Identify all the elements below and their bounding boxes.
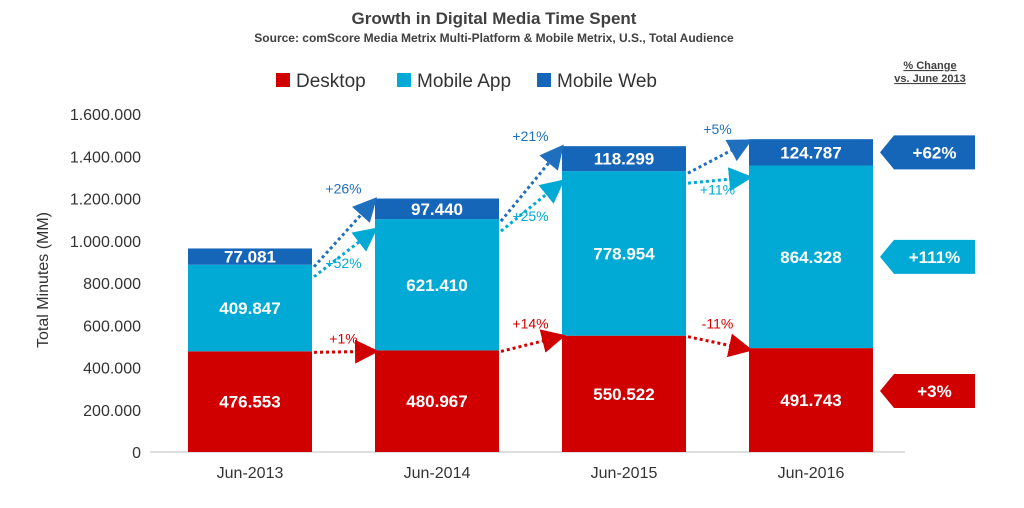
legend-label-mobile-app: Mobile App <box>417 71 511 92</box>
callout-desktop <box>880 374 975 408</box>
bar-segment-mobile-web <box>749 139 873 166</box>
y-tick-label: 1.200.000 <box>70 192 141 209</box>
y-tick-label: 400.000 <box>83 361 141 378</box>
bar-value-label: 864.328 <box>780 248 841 267</box>
y-tick-label: 0 <box>132 445 141 462</box>
legend-swatch-mobile-app <box>397 73 411 87</box>
bar-segment-desktop <box>562 335 686 452</box>
legend-label-desktop: Desktop <box>296 71 366 92</box>
x-category-label: Jun-2015 <box>591 465 658 482</box>
y-tick-label: 600.000 <box>83 318 141 335</box>
x-category-label: Jun-2016 <box>778 465 845 482</box>
callout-mobile-app <box>880 239 975 274</box>
growth-arrow <box>313 339 379 364</box>
bar-value-label: 491.743 <box>780 391 841 410</box>
y-tick-label: 1.400.000 <box>70 149 141 166</box>
y-tick-label: 800.000 <box>83 276 141 293</box>
growth-label: +14% <box>512 316 548 332</box>
bar-segment-mobile-app <box>562 171 686 336</box>
callout-label: +3% <box>917 382 952 401</box>
legend-label-mobile-web: Mobile Web <box>557 71 657 92</box>
x-category-label: Jun-2014 <box>404 465 471 482</box>
bar-value-label: 409.847 <box>219 299 280 318</box>
bar-value-label: 778.954 <box>593 244 655 263</box>
growth-arrow <box>500 179 565 233</box>
bar-value-label: 124.787 <box>780 143 841 162</box>
chart-title: Growth in Digital Media Time Spent <box>352 9 637 28</box>
bar-value-label: 476.553 <box>219 393 280 412</box>
bars: 476.553 409.847 77.081 Jun-2013 480.967 621.4… <box>188 139 873 482</box>
bar-segment-desktop <box>188 351 312 452</box>
total-change-callouts: +3% +111% +62% <box>880 135 975 408</box>
bar-segment-mobile-web <box>562 146 686 172</box>
bar-segment-mobile-app <box>375 219 499 351</box>
y-tick-label: 1.600.000 <box>70 107 141 124</box>
growth-label: +52% <box>325 255 361 271</box>
callout-label: +62% <box>913 143 957 162</box>
growth-connectors: +1% +14% -11% +52% +25% +11% +26% +21% +5% <box>312 121 753 364</box>
growth-label: +5% <box>703 121 731 137</box>
bar-segment-mobile-app <box>188 264 312 352</box>
y-tick-label: 200.000 <box>83 403 141 420</box>
bar-segment-desktop <box>375 350 499 452</box>
bar-segment-mobile-web <box>188 248 312 265</box>
callout-mobile-web <box>880 135 975 170</box>
growth-label: +26% <box>325 181 361 197</box>
growth-arrow <box>687 167 753 192</box>
growth-label: +1% <box>329 330 357 346</box>
change-header-line2: vs. June 2013 <box>894 73 966 85</box>
bar-value-label: 118.299 <box>594 150 655 169</box>
growth-arrow <box>500 329 566 353</box>
bar-segment-desktop <box>749 348 873 452</box>
growth-label: -11% <box>702 316 734 332</box>
x-category-label: Jun-2013 <box>217 465 284 482</box>
y-tick-label: 1.000.000 <box>70 234 141 251</box>
legend-swatch-desktop <box>276 73 290 87</box>
chart-subtitle: Source: comScore Media Metrix Multi-Plat… <box>254 31 734 45</box>
callout-label: +111% <box>909 248 961 267</box>
growth-arrow <box>687 333 753 358</box>
bar-value-label: 480.967 <box>406 392 467 411</box>
legend: Desktop Mobile App Mobile Web <box>276 71 657 92</box>
bar-value-label: 77.081 <box>224 248 276 267</box>
growth-arrow <box>313 227 378 278</box>
change-header-line1: % Change <box>903 60 956 72</box>
y-axis-label: Total Minutes (MM) <box>35 212 52 348</box>
growth-label: +25% <box>512 208 548 224</box>
bar-value-label: 97.440 <box>411 200 463 219</box>
growth-arrow <box>312 197 378 268</box>
bar-segment-mobile-app <box>749 165 873 349</box>
growth-label: +11% <box>700 181 735 197</box>
bar-segment-mobile-web <box>375 198 499 220</box>
bar-value-label: 550.522 <box>593 385 654 404</box>
legend-swatch-mobile-web <box>537 73 551 87</box>
growth-label: +21% <box>512 128 548 144</box>
bar-value-label: 621.410 <box>406 276 467 295</box>
growth-arrow <box>687 139 753 175</box>
